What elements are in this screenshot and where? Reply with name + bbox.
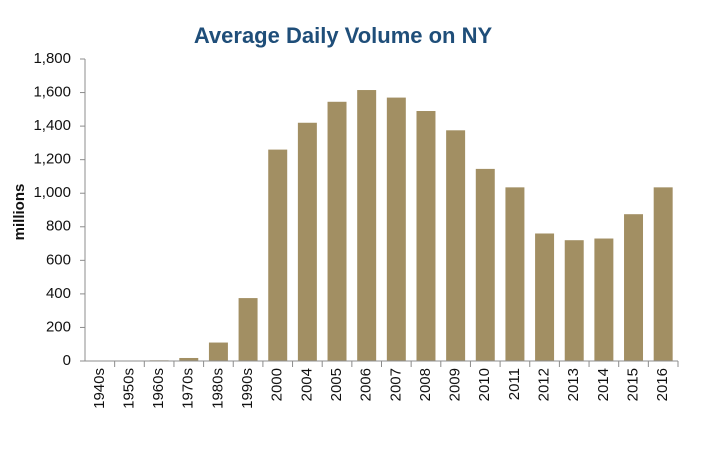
bar (446, 130, 466, 361)
y-tick-label: 200 (46, 318, 71, 335)
y-tick-label: 1,600 (33, 84, 71, 101)
x-tick-label: 1950s (120, 368, 137, 409)
bar (297, 122, 317, 361)
x-tick-label: 1990s (239, 368, 256, 409)
y-tick-label: 1,400 (33, 117, 71, 134)
x-tick-label: 2006 (358, 368, 375, 401)
x-tick-label: 2013 (565, 368, 582, 401)
x-tick-label: 2009 (447, 368, 464, 401)
x-tick-label: 2005 (328, 368, 345, 401)
bar (564, 240, 584, 361)
x-tick-label: 2007 (387, 368, 404, 401)
bar (386, 97, 406, 361)
x-tick-label: 1960s (150, 368, 167, 409)
y-tick-label: 1,000 (33, 184, 71, 201)
bar (535, 233, 555, 361)
bar (416, 111, 436, 361)
bar (327, 101, 347, 362)
x-tick-label: 2004 (298, 368, 315, 401)
y-tick-label: 600 (46, 251, 71, 268)
y-tick-label: 1,200 (33, 151, 71, 168)
x-tick-label: 2000 (269, 368, 286, 401)
bar (179, 357, 199, 361)
y-axis-label: millions (11, 184, 28, 241)
x-tick-label: 1970s (180, 368, 197, 409)
y-tick-label: 800 (46, 218, 71, 235)
y-tick-label: 400 (46, 285, 71, 302)
x-tick-label: 2014 (595, 368, 612, 401)
x-tick-label: 2012 (536, 368, 553, 401)
bar (208, 342, 228, 361)
x-tick-label: 2016 (654, 368, 671, 401)
x-tick-label: 2011 (506, 368, 523, 400)
bar (475, 168, 495, 361)
x-tick-label: 1980s (209, 368, 226, 409)
x-tick-label: 1940s (91, 368, 108, 409)
chart-title: Average Daily Volume on NY (194, 23, 493, 48)
x-tick-label: 2008 (417, 368, 434, 401)
bar (357, 90, 377, 362)
bar (505, 187, 525, 361)
y-tick-label: 1,800 (33, 50, 71, 67)
x-tick-label: 2010 (476, 368, 493, 401)
bar (238, 298, 258, 361)
bar (268, 149, 288, 361)
bar (653, 187, 673, 361)
y-tick-label: 0 (63, 352, 71, 369)
bar (624, 214, 644, 361)
bar (594, 238, 614, 361)
x-tick-label: 2015 (624, 368, 641, 401)
